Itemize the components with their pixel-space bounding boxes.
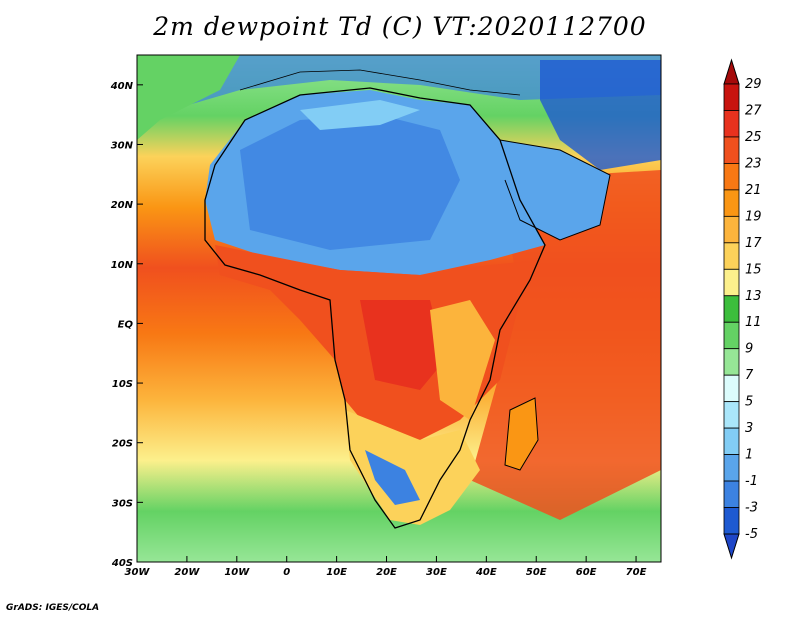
madagascar — [505, 398, 538, 470]
colorbar-box — [723, 480, 740, 508]
lat-tick-label: 10N — [111, 260, 134, 271]
colorbar-label: 19 — [745, 209, 762, 224]
colorbar-box — [723, 427, 740, 455]
lat-tick-label: EQ — [118, 319, 134, 330]
lat-tick-label: 30S — [112, 498, 133, 509]
lat-tick-label: 40N — [110, 81, 134, 92]
colorbar-box — [723, 507, 740, 535]
colorbar-label: 3 — [745, 421, 753, 436]
colorbar-label: -1 — [745, 474, 758, 489]
colorbar-label: 15 — [745, 262, 762, 277]
madagascar-coastline — [504, 397, 539, 471]
lon-tick-label: 40E — [475, 567, 497, 578]
colorbar-box — [723, 454, 740, 482]
colorbar-box — [723, 242, 740, 270]
arabia-dry — [500, 140, 610, 240]
colorbar-box — [723, 321, 740, 350]
congo-humid — [360, 300, 445, 390]
colorbar-label: 27 — [745, 103, 762, 118]
colorbar-label: 9 — [745, 342, 753, 357]
colorbar-label: 1 — [745, 448, 753, 463]
colorbar-box — [723, 110, 740, 138]
lon-tick-label: 30W — [125, 567, 151, 578]
colorbar-bottom-arrow — [723, 533, 740, 560]
lon-tick-label: 10W — [224, 567, 250, 578]
libya-moist — [300, 100, 420, 130]
lon-tick-label: 20W — [174, 567, 200, 578]
colorbar-label: 5 — [745, 395, 753, 410]
credit-label: GrADS: IGES/COLA — [6, 603, 100, 613]
colorbar-label: 23 — [745, 156, 762, 171]
lat-tick-label: 20S — [112, 439, 133, 450]
middle-east-dry — [540, 60, 661, 170]
atlantic-north — [137, 55, 240, 140]
lon-tick-label: 10E — [326, 567, 347, 578]
lat-tick-label: 40S — [111, 558, 133, 569]
north-dry-zone — [137, 55, 661, 120]
lon-tick-label: 20E — [376, 567, 397, 578]
sahara-core — [240, 115, 460, 250]
east-africa — [430, 300, 495, 420]
colorbar-label: 13 — [745, 289, 762, 304]
colorbar-label: -5 — [745, 527, 758, 542]
lon-tick-label: 0 — [283, 567, 290, 578]
colorbar-box — [723, 268, 740, 297]
colorbar: 29 27 25 23 21 19 17 15 13 11 9 7 5 3 1 -1 -3 -5 — [723, 58, 762, 560]
lon-tick-label: 50E — [526, 567, 547, 578]
colorbar-label: 11 — [745, 315, 762, 330]
colorbar-box — [723, 189, 740, 217]
lat-tick-label: 20N — [111, 200, 134, 211]
map-title: 2m dewpoint Td (C) VT:2020112700 — [153, 12, 647, 41]
colorbar-box — [723, 136, 740, 164]
southern-africa — [345, 410, 480, 525]
colorbar-box — [723, 83, 740, 111]
kalahari-dry — [365, 450, 420, 505]
map-field — [137, 55, 661, 562]
africa-coastline — [204, 87, 546, 529]
lat-tick-label: 10S — [112, 379, 133, 390]
colorbar-label: 25 — [745, 130, 762, 145]
arabia-coastline — [499, 139, 611, 241]
colorbar-top-arrow — [723, 58, 740, 85]
lat-tick-label: 30N — [111, 140, 134, 151]
colorbar-box — [723, 401, 740, 429]
colorbar-box — [723, 295, 740, 323]
colorbar-box — [723, 163, 740, 191]
colorbar-box — [723, 374, 740, 403]
colorbar-box — [723, 215, 740, 244]
lon-tick-label: 30E — [426, 567, 447, 578]
mediterranean-coastline — [239, 69, 521, 96]
lon-tick-label: 60E — [576, 567, 597, 578]
colorbar-label: 21 — [745, 183, 762, 198]
colorbar-label: -3 — [745, 501, 758, 516]
map-frame — [136, 54, 662, 563]
colorbar-box — [723, 348, 740, 376]
colorbar-label: 7 — [745, 368, 754, 383]
colorbar-label: 29 — [745, 77, 762, 92]
map-ticks: 30W 20W 10W 0 10E 20E 30E 40E 50E 60E 70E 40N 30N 20N… — [110, 81, 647, 578]
lon-tick-label: 70E — [626, 567, 647, 578]
colorbar-label: 17 — [745, 236, 762, 251]
